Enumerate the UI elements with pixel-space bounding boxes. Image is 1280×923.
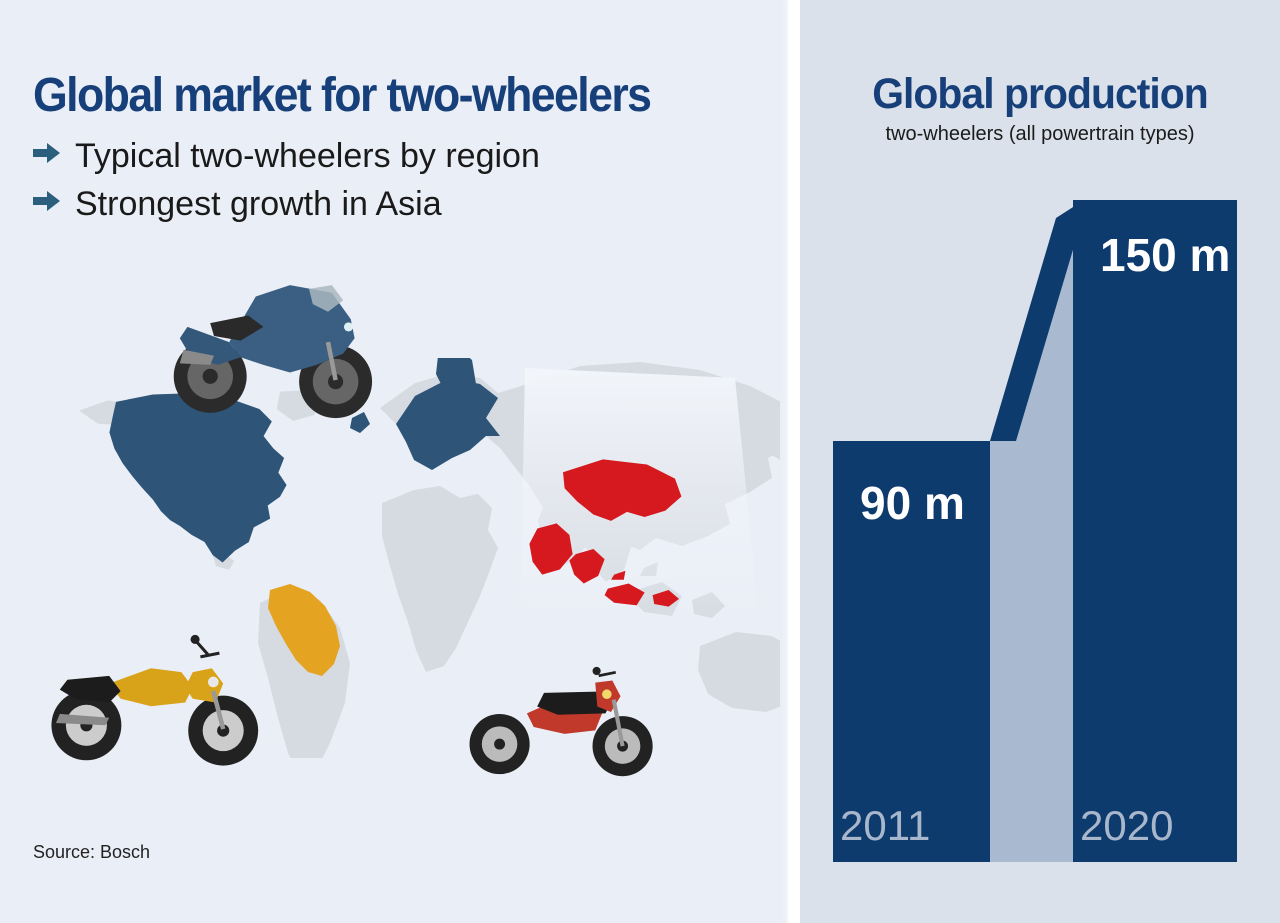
svg-text:2020: 2020 — [1080, 802, 1173, 849]
svg-text:90 m: 90 m — [860, 477, 965, 529]
svg-text:150 m: 150 m — [1100, 229, 1230, 281]
svg-text:2011: 2011 — [840, 802, 930, 849]
